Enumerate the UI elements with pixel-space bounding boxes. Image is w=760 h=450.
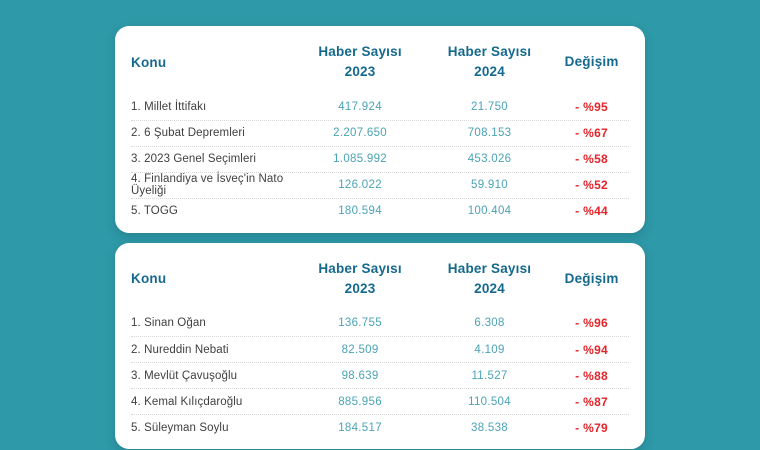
count-2024-cell: 59.910 (471, 179, 509, 191)
column-header-2023: Haber Sayısı 2023 (295, 42, 424, 83)
count-2024-cell: 708.153 (467, 127, 512, 139)
count-2023-cell: 82.509 (341, 343, 379, 356)
count-2023-cell: 417.924 (338, 100, 382, 113)
table-row: 2. Nureddin Nebati 82.509 4.109 - %94 (131, 336, 629, 362)
metric-label: Haber Sayısı (447, 44, 532, 59)
topics-news-count-card: Konu Haber Sayısı 2023 Haber Sayısı 2024… (115, 26, 645, 233)
count-2024-cell: 453.026 (467, 153, 512, 165)
topic-cell: 3. Mevlüt Çavuşoğlu (131, 369, 238, 382)
table-row: 4. Kemal Kılıçdaroğlu 885.956 110.504 - … (131, 388, 629, 414)
topic-cell: 4. Kemal Kılıçdaroğlu (131, 395, 243, 408)
column-header-2024: Haber Sayısı 2024 (425, 259, 554, 300)
table-row: 3. Mevlüt Çavuşoğlu 98.639 11.527 - %88 (131, 362, 629, 388)
column-header-change: Değişim (564, 270, 619, 286)
count-2023-cell: 180.594 (338, 205, 382, 217)
table-row: 4. Finlandiya ve İsveç'in Nato Üyeliği 1… (131, 171, 629, 198)
metric-label: Haber Sayısı (318, 260, 402, 276)
count-2024-cell: 21.750 (471, 100, 509, 113)
topic-cell: 5. Süleyman Soylu (131, 421, 229, 434)
count-2024-cell: 38.538 (471, 421, 509, 434)
topic-cell: 1. Sinan Oğan (131, 317, 206, 329)
table-row: 5. TOGG 180.594 100.404 - %44 (131, 197, 629, 224)
table-header-row: Konu Haber Sayısı 2023 Haber Sayısı 2024… (131, 251, 629, 311)
count-2024-cell: 6.308 (474, 317, 505, 329)
metric-label: Haber Sayısı (447, 260, 532, 276)
change-cell: - %79 (575, 420, 609, 435)
count-2023-cell: 136.755 (338, 317, 382, 329)
table-header-row: Konu Haber Sayısı 2023 Haber Sayısı 2024… (131, 34, 629, 94)
column-header-2023: Haber Sayısı 2023 (295, 259, 424, 300)
column-header-change: Değişim (564, 54, 619, 70)
column-header-topic: Konu (131, 271, 167, 287)
year-label-2023: 2023 (344, 64, 376, 80)
topic-cell: 1. Millet İttifakı (131, 100, 207, 113)
count-2023-cell: 126.022 (338, 179, 382, 191)
count-2023-cell: 2.207.650 (333, 127, 387, 139)
count-2023-cell: 184.517 (338, 421, 382, 434)
year-label-2024: 2024 (474, 280, 505, 296)
change-cell: - %96 (575, 316, 609, 330)
metric-label: Haber Sayısı (318, 44, 402, 59)
topic-cell: 2. Nureddin Nebati (131, 343, 229, 356)
change-cell: - %88 (575, 368, 609, 383)
count-2023-cell: 1.085.992 (333, 153, 387, 165)
count-2024-cell: 11.527 (471, 369, 508, 382)
change-cell: - %58 (575, 152, 609, 166)
people-news-count-card: Konu Haber Sayısı 2023 Haber Sayısı 2024… (115, 242, 645, 449)
topic-cell: 3. 2023 Genel Seçimleri (131, 153, 257, 165)
table-body: 1. Sinan Oğan 136.755 6.308 - %96 2. Nur… (131, 310, 629, 440)
table-row: 5. Süleyman Soylu 184.517 38.538 - %79 (131, 414, 629, 440)
topic-cell: 5. TOGG (131, 205, 178, 217)
table-row: 2. 6 Şubat Depremleri 2.207.650 708.153 … (131, 119, 629, 146)
topic-cell: 2. 6 Şubat Depremleri (131, 127, 245, 139)
change-cell: - %44 (575, 204, 609, 218)
column-header-2024: Haber Sayısı 2024 (425, 42, 554, 83)
count-2024-cell: 4.109 (474, 343, 505, 356)
table-row: 1. Sinan Oğan 136.755 6.308 - %96 (131, 310, 629, 336)
count-2023-cell: 885.956 (338, 395, 382, 408)
column-header-topic: Konu (131, 54, 167, 70)
count-2024-cell: 100.404 (467, 205, 512, 217)
change-cell: - %94 (575, 342, 609, 357)
table-row: 1. Millet İttifakı 417.924 21.750 - %95 (131, 94, 629, 120)
topic-cell: 4. Finlandiya ve İsveç'in Nato Üyeliği (131, 173, 284, 197)
change-cell: - %95 (575, 99, 609, 114)
change-cell: - %87 (575, 394, 609, 409)
year-label-2023: 2023 (344, 280, 376, 296)
count-2023-cell: 98.639 (341, 369, 379, 382)
table-body: 1. Millet İttifakı 417.924 21.750 - %95 … (131, 94, 629, 224)
count-2024-cell: 110.504 (468, 395, 511, 408)
year-label-2024: 2024 (474, 64, 505, 80)
table-row: 3. 2023 Genel Seçimleri 1.085.992 453.02… (131, 145, 629, 172)
change-cell: - %52 (575, 178, 609, 192)
change-cell: - %67 (575, 126, 609, 140)
